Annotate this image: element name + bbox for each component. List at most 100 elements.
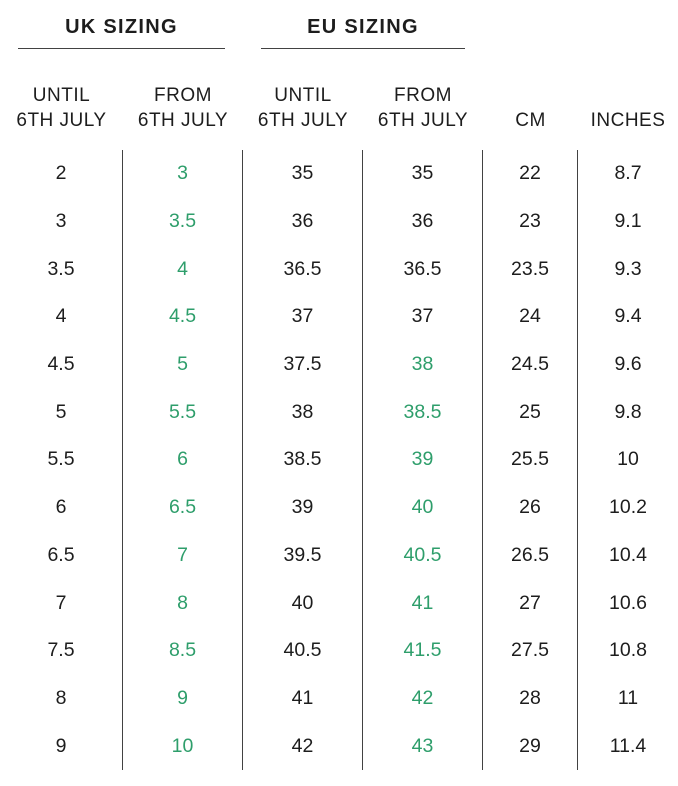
column-header-line: 6TH JULY: [257, 110, 349, 131]
table-cell-cm: 26: [483, 483, 578, 532]
table-cell-uk_until: 2: [0, 150, 123, 198]
table-cell-inches: 8.7: [614, 162, 642, 185]
table-cell-uk_until: 7.5: [0, 626, 123, 675]
table-cell-eu_until: 37.5: [243, 340, 363, 389]
table-cell-eu_until: 40: [243, 579, 363, 627]
table-cell-inches: 10: [617, 448, 639, 471]
table-row: 7 8 40 41 27 10.6: [0, 579, 678, 627]
table-cell-uk_until: 3: [0, 197, 123, 246]
table-cell-eu_from: 37: [363, 293, 483, 341]
eu-sizing-title: EU SIZING: [261, 0, 465, 49]
table-cell-eu_from: 39: [363, 436, 483, 484]
table-cell-eu_from: 40.5: [363, 531, 483, 580]
table-cell-eu_from: 38.5: [363, 388, 483, 437]
table-cell-inches: 10.4: [609, 543, 647, 566]
table-cell-uk_until: 6: [0, 483, 123, 532]
table-cell-uk_until: 5.5: [0, 436, 123, 484]
table-cell-inches: 11: [617, 686, 639, 709]
table-cell-cm: 27.5: [483, 626, 578, 675]
column-header-uk-from: FROM 6TH JULY: [123, 49, 243, 150]
table-cell-eu_from: 38: [363, 340, 483, 389]
column-header-eu-until: UNTIL 6TH JULY: [243, 49, 363, 150]
uk-sizing-title: UK SIZING: [18, 0, 225, 49]
table-cell-cm: 27: [483, 579, 578, 627]
table-cell-eu_until: 38.5: [243, 436, 363, 484]
table-cell-inches: 9.3: [614, 257, 642, 280]
table-cell-uk_until: 9: [0, 722, 123, 770]
table-cell-eu_until: 39.5: [243, 531, 363, 580]
table-cell-uk_from: 8: [123, 579, 243, 627]
column-header-line: UNTIL: [32, 85, 91, 106]
table-cell-cm: 24: [483, 293, 578, 341]
table-cell-uk_from: 5: [123, 340, 243, 389]
table-cell-uk_until: 8: [0, 674, 123, 723]
table-cell-uk_from: 6: [123, 436, 243, 484]
table-row: 3.5 4 36.5 36.5 23.5 9.3: [0, 245, 678, 294]
table-cell-cm: 23.5: [483, 245, 578, 294]
column-header-line: FROM: [154, 85, 212, 106]
table-cell-uk_until: 4: [0, 293, 123, 341]
section-titles-row: UK SIZING EU SIZING: [0, 0, 678, 49]
table-row: 8 9 41 42 28 11: [0, 674, 678, 723]
table-cell-cm: 29: [483, 722, 578, 770]
table-cell-eu_until: 35: [243, 150, 363, 198]
column-header-line: 6TH JULY: [137, 110, 229, 131]
table-cell-uk_until: 4.5: [0, 340, 123, 389]
table-row: 5 5.5 38 38.5 25 9.8: [0, 388, 678, 437]
table-cell-eu_until: 36: [243, 197, 363, 246]
table-body: 2 3 35 35 22 8.7 3 3.5 36 36 23 9.1 3.5 4 36.5 36.5 23.5…: [0, 150, 678, 770]
table-cell-inches: 9.8: [614, 400, 642, 423]
table-row: 6 6.5 39 40 26 10.2: [0, 483, 678, 532]
table-cell-cm: 22: [483, 150, 578, 198]
table-cell-uk_from: 6.5: [123, 483, 243, 532]
table-cell-eu_from: 43: [363, 722, 483, 770]
table-cell-eu_until: 41: [243, 674, 363, 723]
table-cell-uk_from: 5.5: [123, 388, 243, 437]
table-cell-cm: 24.5: [483, 340, 578, 389]
table-row: 3 3.5 36 36 23 9.1: [0, 197, 678, 246]
table-cell-uk_from: 10: [123, 722, 243, 770]
table-cell-uk_until: 7: [0, 579, 123, 627]
column-header-line: INCHES: [590, 110, 666, 131]
column-header-line: FROM: [394, 85, 452, 106]
column-header-uk-until: UNTIL 6TH JULY: [0, 49, 123, 150]
column-header-line: 6TH JULY: [16, 110, 107, 131]
column-header-inches: INCHES: [578, 49, 678, 150]
table-cell-eu_from: 40: [363, 483, 483, 532]
table-cell-inches: 10.2: [609, 496, 647, 519]
table-row: 7.5 8.5 40.5 41.5 27.5 10.8: [0, 626, 678, 675]
table-cell-eu_from: 35: [363, 150, 483, 198]
table-cell-eu_from: 41.5: [363, 626, 483, 675]
table-cell-uk_from: 4.5: [123, 293, 243, 341]
table-cell-uk_from: 8.5: [123, 626, 243, 675]
table-cell-uk_until: 5: [0, 388, 123, 437]
table-cell-uk_from: 7: [123, 531, 243, 580]
table-row: 4 4.5 37 37 24 9.4: [0, 293, 678, 341]
column-header-line: CM: [515, 110, 546, 131]
column-header-eu-from: FROM 6TH JULY: [363, 49, 483, 150]
table-row: 4.5 5 37.5 38 24.5 9.6: [0, 340, 678, 389]
table-row: 6.5 7 39.5 40.5 26.5 10.4: [0, 531, 678, 580]
table-cell-cm: 25: [483, 388, 578, 437]
table-cell-cm: 26.5: [483, 531, 578, 580]
table-cell-cm: 23: [483, 197, 578, 246]
table-cell-eu_until: 38: [243, 388, 363, 437]
table-row: 5.5 6 38.5 39 25.5 10: [0, 436, 678, 484]
table-cell-eu_until: 37: [243, 293, 363, 341]
table-cell-eu_until: 39: [243, 483, 363, 532]
table-cell-eu_until: 36.5: [243, 245, 363, 294]
table-cell-uk_from: 4: [123, 245, 243, 294]
table-cell-uk_until: 6.5: [0, 531, 123, 580]
table-row: 2 3 35 35 22 8.7: [0, 150, 678, 198]
table-cell-inches: 10.8: [609, 639, 647, 662]
table-cell-uk_from: 9: [123, 674, 243, 723]
table-cell-inches: 11.4: [609, 734, 647, 757]
table-cell-uk_from: 3: [123, 150, 243, 198]
table-cell-eu_from: 42: [363, 674, 483, 723]
table-cell-eu_until: 42: [243, 722, 363, 770]
table-cell-eu_until: 40.5: [243, 626, 363, 675]
table-cell-inches: 9.6: [614, 353, 642, 376]
column-header-cm: CM: [483, 49, 578, 150]
column-headers-row: UNTIL 6TH JULY FROM 6TH JULY UNTIL 6TH J…: [0, 49, 678, 150]
column-header-line: 6TH JULY: [377, 110, 469, 131]
